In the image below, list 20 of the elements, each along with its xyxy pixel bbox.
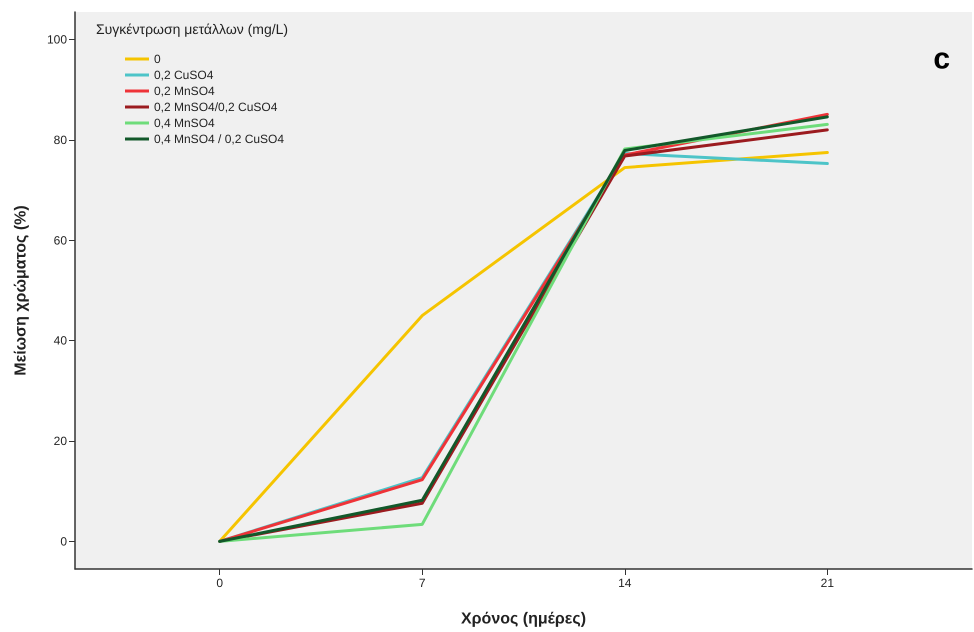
x-tick-label: 21 (820, 576, 834, 590)
x-tick-label: 7 (418, 576, 426, 590)
x-axis-title: Χρόνος (ημέρες) (460, 610, 586, 628)
legend-title: Συγκέντρωση μετάλλων (mg/L) (96, 21, 288, 37)
legend-label: 0,2 MnSO4 (154, 84, 216, 98)
legend-label: 0,4 MnSO4 (154, 116, 216, 130)
y-tick-label: 0 (60, 534, 68, 548)
y-tick-label: 100 (46, 32, 68, 47)
x-tick-label: 0 (216, 576, 224, 590)
y-tick-label: 60 (54, 233, 68, 248)
y-tick-label: 80 (54, 132, 68, 147)
legend-label: 0 (154, 52, 161, 66)
y-tick-label: 40 (54, 334, 68, 348)
y-axis-title: Μείωση χρώματος (%) (12, 205, 30, 376)
annotation: c (933, 42, 950, 76)
x-tick-label: 14 (618, 576, 632, 590)
legend-label: 0,2 CuSO4 (154, 68, 214, 82)
y-tick-label: 20 (54, 434, 68, 448)
legend-label: 0,2 MnSO4/0,2 CuSO4 (154, 100, 278, 114)
legend-label: 0,4 MnSO4 / 0,2 CuSO4 (154, 132, 284, 146)
